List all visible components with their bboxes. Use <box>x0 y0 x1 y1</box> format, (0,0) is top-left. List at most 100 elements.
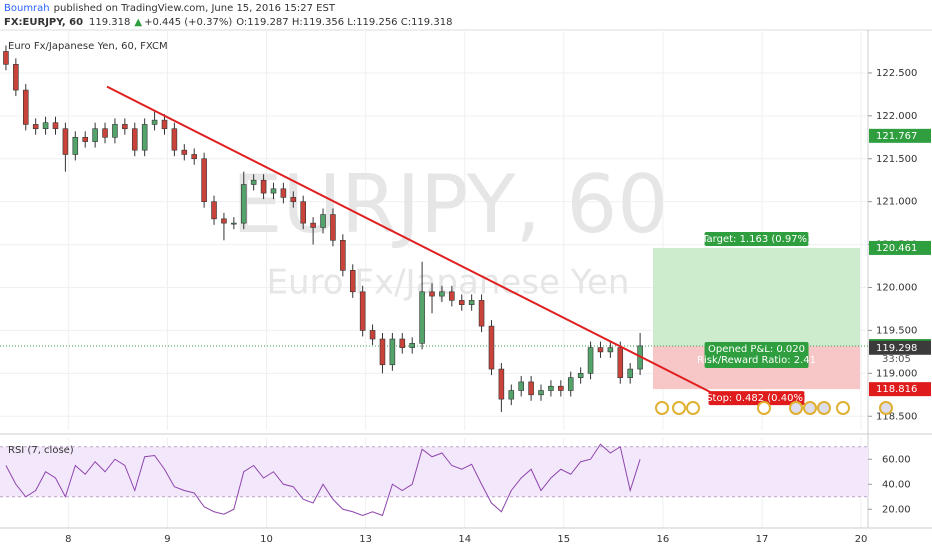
y-tick-label: 122.500 <box>876 68 917 79</box>
x-tick-label: 9 <box>164 534 170 545</box>
candle-body <box>617 347 624 378</box>
event-icon[interactable] <box>757 401 771 415</box>
y-tick-label: 120.000 <box>876 283 917 294</box>
event-icon[interactable] <box>655 401 669 415</box>
candle-body <box>379 338 386 366</box>
y-tick-label: 60.00 <box>882 454 911 465</box>
target-label: Target: 1.163 (0.97%) <box>701 234 811 245</box>
change: +0.445 (+0.37%) <box>144 17 232 28</box>
event-icon[interactable] <box>686 401 700 415</box>
ohlc: O:119.287 H:119.356 L:119.256 C:119.318 <box>236 17 452 28</box>
header-line: Boumrah published on TradingView.com, Jun… <box>4 3 336 14</box>
candle-body <box>22 89 29 125</box>
pnl-box <box>704 342 809 369</box>
candle-body <box>72 136 79 155</box>
x-tick-label: 20 <box>855 534 868 545</box>
candle-body <box>449 291 455 301</box>
candle-body <box>122 124 128 130</box>
candle-body <box>42 122 49 130</box>
candle-body <box>528 381 534 396</box>
candle-body <box>32 124 39 130</box>
last: 119.318 <box>89 17 130 28</box>
candle-body <box>409 343 415 348</box>
candle-body <box>141 124 148 151</box>
rr-label: Risk/Reward Ratio: 2.41 <box>697 355 816 366</box>
candle-body <box>260 179 267 194</box>
candle-body <box>280 188 287 198</box>
candle-body <box>221 218 227 224</box>
candle-body <box>250 179 257 185</box>
candle-body <box>627 368 633 378</box>
price-label: 119.298 <box>876 343 917 354</box>
candle-body <box>3 51 9 65</box>
trend-line <box>106 85 713 394</box>
x-tick-label: 8 <box>65 534 71 545</box>
candle-body <box>171 128 178 151</box>
y-tick-label: 119.000 <box>876 368 917 379</box>
price-label: 120.461 <box>876 243 917 254</box>
candle-body <box>151 119 158 125</box>
candle-body <box>488 325 495 370</box>
candle-body <box>607 347 614 353</box>
candle-body <box>92 128 98 142</box>
x-tick-label: 13 <box>359 534 372 545</box>
candle-body <box>478 300 485 327</box>
candle-body <box>518 381 524 391</box>
candle-body <box>310 222 316 228</box>
candle-body <box>468 300 475 305</box>
arrow: ▲ <box>134 17 142 28</box>
candle-body <box>211 201 217 220</box>
rsi-title: RSI (7, close) <box>8 445 74 456</box>
y-tick-label: 121.500 <box>876 154 917 165</box>
candle-body <box>191 154 197 160</box>
x-tick-label: 15 <box>557 534 570 545</box>
candle-body <box>13 64 19 91</box>
event-icon[interactable] <box>879 401 893 415</box>
candle-body <box>290 197 297 202</box>
price-label-box <box>869 128 931 143</box>
price-label: 121.767 <box>876 131 917 142</box>
rsi-line <box>5 443 641 517</box>
rsi-band <box>0 446 868 497</box>
candle-body <box>587 347 594 374</box>
event-icon[interactable] <box>817 401 831 415</box>
candle-body <box>52 122 59 130</box>
symbol: FX:EURJPY, 60 <box>4 17 83 28</box>
event-icon[interactable] <box>803 401 817 415</box>
candle-body <box>131 128 138 151</box>
x-tick-label: 14 <box>458 534 471 545</box>
price-label-box <box>869 240 931 255</box>
x-tick-label: 17 <box>756 534 769 545</box>
symbol-line: FX:EURJPY, 60 119.318 ▲ +0.445 (+0.37%) O:11… <box>4 17 452 28</box>
candle-body <box>300 201 306 224</box>
stop-label-box <box>708 391 805 406</box>
candle-body <box>240 184 247 224</box>
candle-body <box>102 128 108 138</box>
event-icons <box>655 401 893 415</box>
candle-body <box>231 222 237 225</box>
candle-body <box>538 390 544 396</box>
candle-body <box>320 214 326 228</box>
candle-body <box>82 136 88 142</box>
candle-body <box>389 338 396 366</box>
event-icon[interactable] <box>672 401 686 415</box>
candle-body <box>577 373 584 378</box>
event-icon[interactable] <box>836 401 850 415</box>
candle-body <box>567 377 574 391</box>
candle-body <box>369 330 376 340</box>
candle-body <box>558 385 564 391</box>
candle-body <box>349 270 356 293</box>
y-tick-label: 121.000 <box>876 197 917 208</box>
price-label-box <box>869 382 931 397</box>
candle-body <box>439 291 445 297</box>
y-tick-label: 40.00 <box>882 479 911 490</box>
candle-body <box>498 368 505 400</box>
target-zone <box>652 247 861 347</box>
candle-body <box>161 119 168 130</box>
author[interactable]: Boumrah <box>4 3 50 14</box>
pnl-label: Opened P&L: 0.020 <box>708 344 805 355</box>
y-tick-label: 20.00 <box>882 504 911 515</box>
price-label: 118.816 <box>876 384 917 395</box>
event-icon[interactable] <box>789 401 803 415</box>
